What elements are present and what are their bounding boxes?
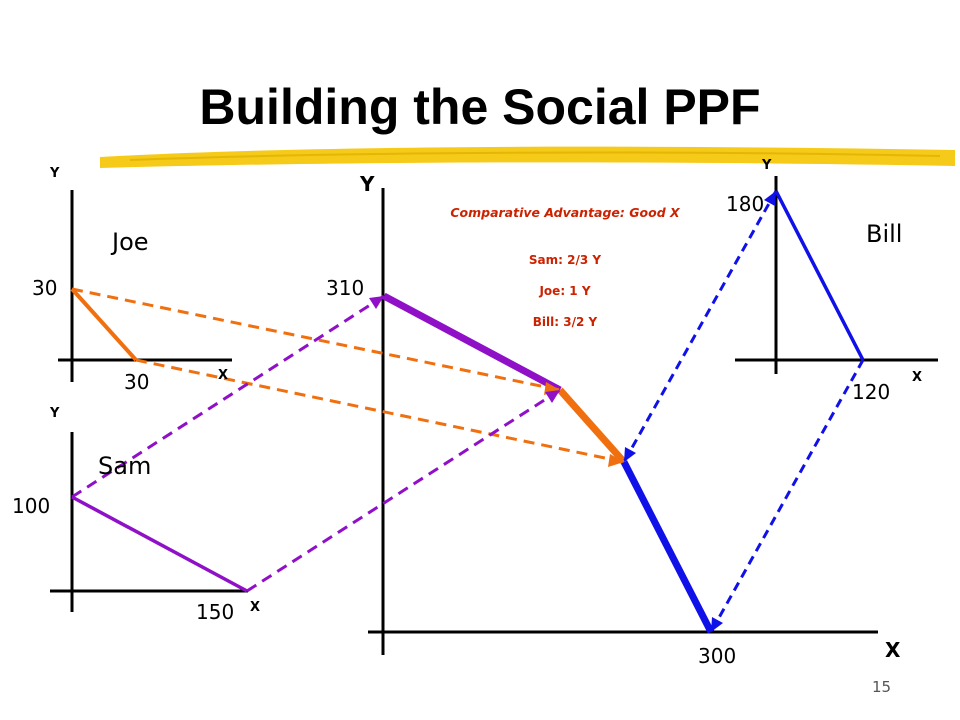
sam-y-axis-label: Y — [50, 406, 60, 421]
social-x-intercept-label: 300 — [698, 644, 737, 668]
title-underline-streak — [129, 151, 941, 161]
social-x-axis-label: X — [885, 638, 901, 662]
sam-arrow-head-1 — [369, 296, 384, 309]
bill-transfer-line-2 — [709, 359, 865, 633]
title-underline — [100, 146, 955, 168]
bill-y-axis-label: Y — [762, 158, 772, 173]
bill-name-label: Bill — [866, 220, 903, 248]
comparative-advantage-joe: Joe: 1 Y — [539, 284, 591, 298]
joe-transfer-line-2 — [135, 358, 625, 464]
comparative-advantage-sam: Sam: 2/3 Y — [528, 253, 602, 267]
sam-x-axis-label: X — [250, 600, 261, 615]
bill-ppf — [774, 190, 865, 361]
sam-x-intercept-label: 150 — [196, 600, 235, 624]
sam-transfer-line-1 — [71, 294, 385, 499]
page-number: 15 — [872, 678, 892, 696]
social-y-axis-label: Y — [360, 172, 375, 196]
comparative-advantage-title: Comparative Advantage: Good X — [450, 205, 680, 220]
sam-arrow-head-2 — [545, 390, 560, 403]
comparative-advantage-bill: Bill: 3/2 Y — [532, 315, 598, 329]
bill-arrow-head-3 — [711, 617, 723, 632]
joe-arrow-head-2 — [608, 454, 624, 467]
joe-x-axis-label: X — [218, 368, 229, 383]
bill-y-intercept-label: 180 — [726, 192, 765, 216]
joe-y-axis-label: Y — [50, 166, 60, 181]
bill-x-axis-label: X — [912, 370, 923, 385]
joe-name-label: Joe — [112, 228, 149, 256]
sam-y-intercept-label: 100 — [12, 494, 51, 518]
sam-transfer-line-2 — [246, 388, 561, 593]
bill-transfer-line-1 — [622, 190, 778, 463]
joe-y-intercept-label: 30 — [32, 276, 58, 300]
joe-ppf — [70, 287, 138, 362]
bill-arrow-head-1 — [764, 191, 776, 206]
bill-arrow-head-2 — [624, 447, 636, 462]
social-y-intercept-label: 310 — [326, 276, 365, 300]
joe-x-intercept-label: 30 — [124, 370, 150, 394]
social-ppf-joe-segment — [557, 387, 627, 465]
social-ppf-bill-segment — [620, 460, 715, 634]
social-ppf-sam-segment — [382, 292, 562, 394]
bill-x-intercept-label: 120 — [852, 380, 891, 404]
joe-transfer-line-1 — [71, 287, 561, 392]
sam-ppf — [71, 495, 248, 593]
sam-name-label: Sam — [98, 452, 152, 480]
slide-title: Building the Social PPF — [199, 79, 761, 135]
